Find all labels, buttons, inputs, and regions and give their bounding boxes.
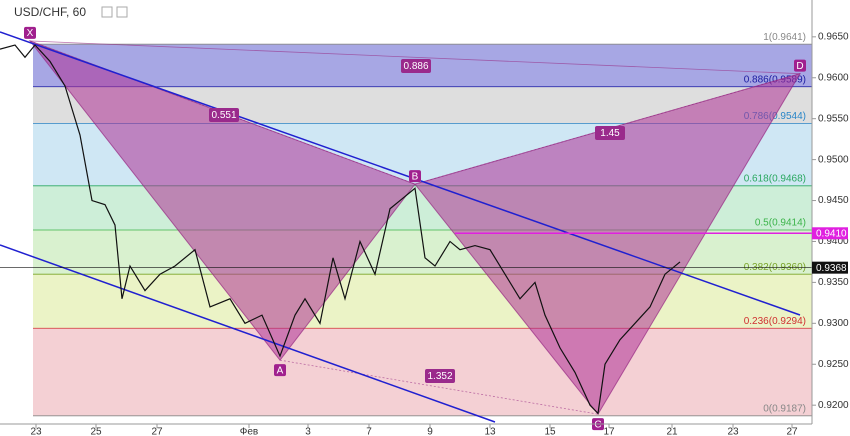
y-tick-label: 0.9550	[818, 113, 849, 124]
x-tick-label: 23	[727, 427, 739, 436]
fib-level-label: 0.618(0.9468)	[744, 173, 806, 184]
price-label: 0.9368	[816, 263, 847, 274]
x-tick-label: 27	[786, 427, 798, 436]
fib-level-label: 0.236(0.9294)	[744, 316, 806, 327]
y-tick-label: 0.9200	[818, 400, 849, 411]
point-label-bg	[24, 26, 36, 39]
point-label: D	[796, 61, 803, 72]
fib-band	[33, 328, 812, 416]
y-tick-label: 0.9300	[818, 318, 849, 329]
ratio-label: 1.45	[600, 128, 620, 139]
x-tick-label: 7	[366, 427, 372, 436]
y-tick-label: 0.9500	[818, 154, 849, 165]
point-label-bg	[409, 170, 421, 183]
y-tick-label: 0.9600	[818, 72, 849, 83]
ratio-label: 1.352	[427, 371, 452, 382]
settings-icon[interactable]	[101, 6, 113, 18]
ratio-label-bg	[401, 59, 431, 73]
price-line-series	[0, 44, 681, 415]
ratio-label: 0.886	[403, 61, 428, 72]
x-tick-label: 23	[30, 427, 42, 436]
x-tick-label: Фев	[240, 427, 258, 436]
fib-level-label: 1(0.9641)	[763, 32, 806, 43]
price-label-bg	[812, 227, 848, 240]
point-label-bg	[794, 59, 806, 72]
fib-band	[33, 274, 812, 329]
x-tick-label: 17	[603, 427, 615, 436]
ratio-label: 0.551	[211, 110, 236, 121]
point-label: X	[27, 28, 34, 39]
ratio-label-bg	[209, 108, 239, 122]
fib-level-label: 0.886(0.9589)	[744, 74, 806, 85]
chart-title: USD/CHF, 60	[14, 5, 86, 19]
channel-line	[0, 244, 496, 423]
ratio-label-bg	[595, 126, 625, 140]
x-tick-label: 15	[544, 427, 556, 436]
price-label: 0.9410	[816, 228, 847, 239]
point-label-bg	[274, 364, 286, 377]
price-label-bg	[812, 261, 848, 274]
point-label: A	[277, 365, 284, 376]
x-tick-label: 25	[90, 427, 102, 436]
x-tick-label: 13	[484, 427, 496, 436]
fib-level-label: 0(0.9187)	[763, 403, 806, 414]
fib-level-label: 0.382(0.9360)	[744, 262, 806, 273]
y-tick-label: 0.9650	[818, 31, 849, 42]
ratio-label-bg	[425, 369, 455, 383]
point-label: B	[412, 171, 419, 182]
y-tick-label: 0.9350	[818, 277, 849, 288]
y-tick-label: 0.9450	[818, 195, 849, 206]
pattern-diagonal	[29, 40, 801, 75]
pattern-diagonal	[279, 359, 599, 415]
y-tick-label: 0.9400	[818, 236, 849, 247]
x-tick-label: 27	[151, 427, 163, 436]
x-tick-label: 9	[427, 427, 433, 436]
plot-area: 1(0.9641)0.886(0.9589)0.786(0.9544)0.618…	[0, 26, 812, 430]
x-tick-label: 21	[666, 427, 678, 436]
x-tick-label: 3	[305, 427, 311, 436]
point-label: C	[594, 419, 601, 430]
fib-level-label: 0.5(0.9414)	[755, 218, 806, 229]
y-tick-label: 0.9250	[818, 359, 849, 370]
close-icon[interactable]	[116, 6, 128, 18]
